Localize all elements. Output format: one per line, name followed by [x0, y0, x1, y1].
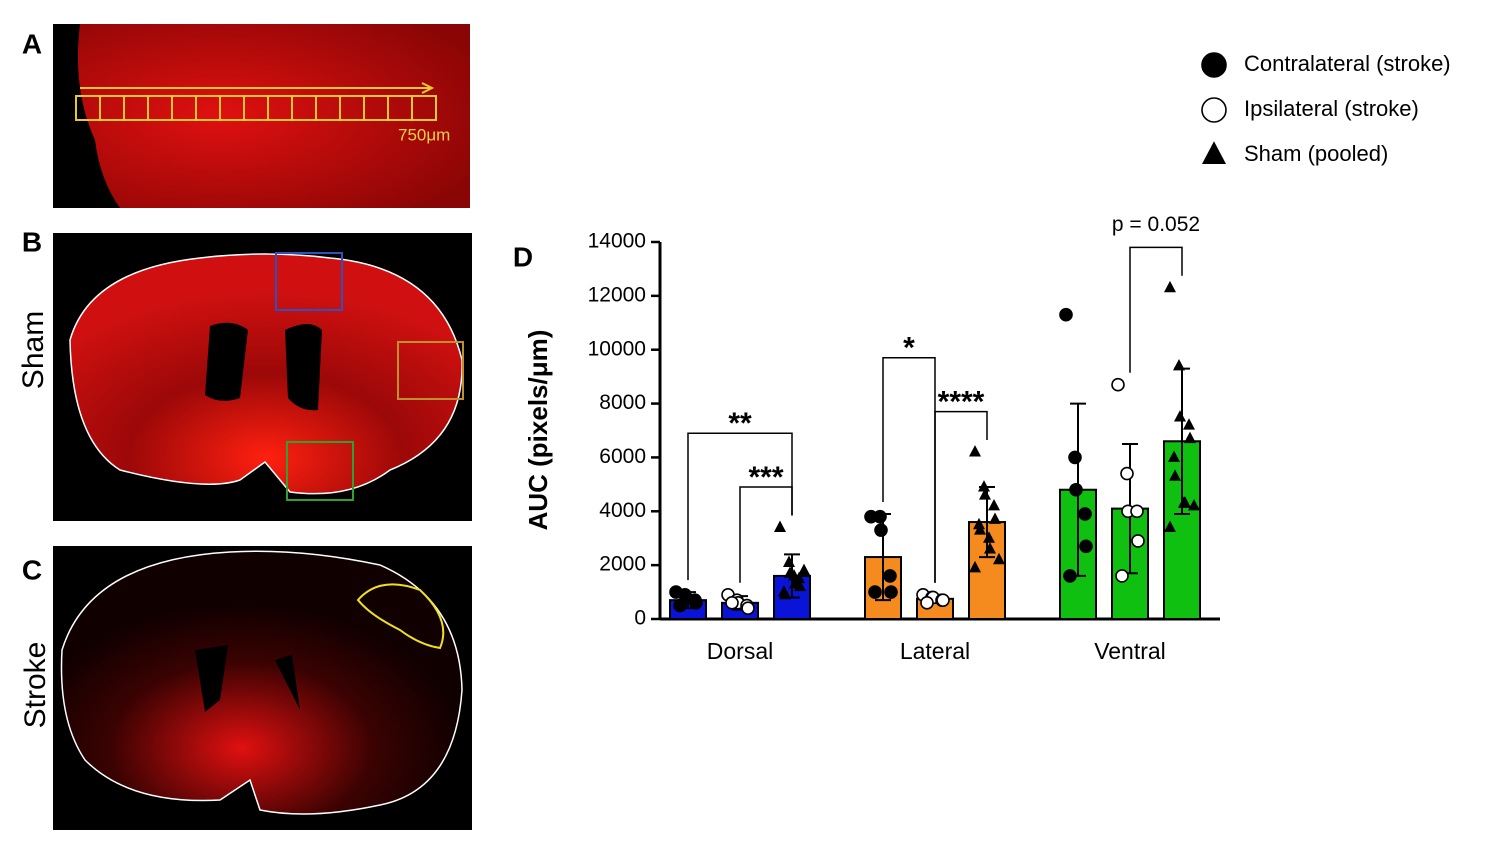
data-point	[689, 596, 703, 610]
data-point	[1168, 450, 1180, 462]
roi-lateral	[397, 341, 464, 400]
data-point	[1184, 431, 1196, 444]
data-point	[983, 531, 995, 543]
data-point	[1164, 280, 1176, 293]
significance-label: *	[903, 332, 915, 365]
data-point	[788, 569, 800, 581]
data-point	[973, 517, 985, 530]
data-point	[988, 499, 1000, 511]
ventricles	[205, 322, 322, 411]
legend-label: Contralateral (stroke)	[1244, 51, 1451, 76]
data-point	[783, 555, 795, 567]
data-point	[883, 569, 897, 583]
data-point	[798, 563, 810, 576]
data-point	[1164, 520, 1176, 532]
y-tick-label: 10000	[588, 337, 646, 360]
significance-bracket	[1129, 246, 1183, 373]
brain-section	[60, 550, 463, 815]
scale-label: 750μm	[398, 125, 450, 144]
micrograph	[53, 24, 470, 208]
data-point	[1115, 569, 1129, 583]
x-tick-label: Ventral	[1094, 638, 1166, 664]
side-label: Sham	[17, 311, 50, 389]
data-point	[884, 585, 898, 599]
panel-b: B Sham	[17, 226, 472, 521]
data-point	[874, 523, 888, 537]
data-point	[1179, 496, 1191, 508]
data-point	[920, 596, 934, 610]
side-label: Stroke	[19, 642, 52, 729]
data-point	[969, 560, 981, 573]
panel-label: C	[22, 554, 42, 585]
data-point	[1174, 410, 1186, 422]
data-point	[1079, 539, 1093, 554]
data-point	[741, 601, 755, 616]
panel-label: D	[513, 241, 533, 272]
data-point	[1120, 466, 1134, 481]
data-point	[779, 587, 791, 600]
panel-a: A 750μm	[22, 24, 470, 208]
legend-label: Sham (pooled)	[1244, 141, 1388, 166]
legend-marker	[1202, 141, 1226, 164]
legend-label: Ipsilateral (stroke)	[1244, 96, 1419, 121]
roi-dorsal	[275, 252, 343, 311]
chart: D AUC (pixels/μm) 0 2000 4000 6000 8000 10000…	[513, 51, 1451, 664]
data-point	[1063, 569, 1077, 583]
data-point	[725, 596, 739, 610]
data-point	[1068, 450, 1082, 465]
data-point	[1169, 469, 1181, 481]
y-tick-label: 6000	[599, 445, 646, 468]
legend-marker	[1201, 52, 1227, 78]
data-point	[936, 593, 950, 607]
data-point	[989, 512, 1001, 524]
x-tick-label: Lateral	[900, 638, 970, 664]
brain-section	[69, 253, 463, 495]
y-axis-title: AUC (pixels/μm)	[523, 330, 553, 531]
significance-bracket	[687, 432, 793, 581]
significance-label: ***	[748, 461, 783, 494]
legend-marker	[1201, 97, 1227, 123]
y-tick-label: 4000	[599, 499, 646, 522]
y-tick-label: 2000	[599, 553, 646, 576]
panel-c: C Stroke	[19, 546, 472, 830]
data-point	[1173, 358, 1185, 371]
data-point	[1069, 482, 1083, 497]
data-point	[673, 598, 687, 613]
data-point	[984, 542, 996, 554]
y-tick-label: 14000	[588, 230, 646, 253]
data-point	[979, 488, 991, 500]
edge	[53, 24, 120, 208]
data-point	[1059, 307, 1073, 322]
significance-bracket	[882, 357, 936, 583]
y-tick-label: 8000	[599, 391, 646, 414]
data-point	[974, 523, 986, 535]
significance-label: p = 0.052	[1112, 213, 1200, 236]
significance-bracket	[739, 486, 793, 583]
data-point	[1183, 418, 1195, 430]
x-tick-label: Dorsal	[707, 638, 773, 664]
data-point	[868, 585, 882, 599]
data-point	[873, 509, 887, 524]
panel-label: A	[22, 28, 42, 59]
data-point	[969, 445, 981, 457]
y-tick-label: 12000	[588, 283, 646, 306]
data-point	[993, 552, 1005, 565]
infarct-outline	[356, 583, 445, 650]
significance-label: **	[728, 407, 752, 440]
y-tick-label: 0	[634, 607, 646, 630]
data-point	[1078, 507, 1092, 521]
roi-boxes	[75, 82, 437, 121]
data-point	[1188, 499, 1200, 511]
ventricles	[195, 645, 300, 712]
significance-label: ****	[938, 386, 985, 419]
data-point	[789, 577, 801, 589]
data-point	[774, 520, 786, 532]
data-point	[1111, 377, 1125, 392]
data-point	[1131, 534, 1145, 548]
panel-label: B	[22, 226, 42, 257]
data-point	[978, 480, 990, 492]
roi-ventral	[286, 441, 354, 501]
data-point	[1130, 504, 1144, 519]
